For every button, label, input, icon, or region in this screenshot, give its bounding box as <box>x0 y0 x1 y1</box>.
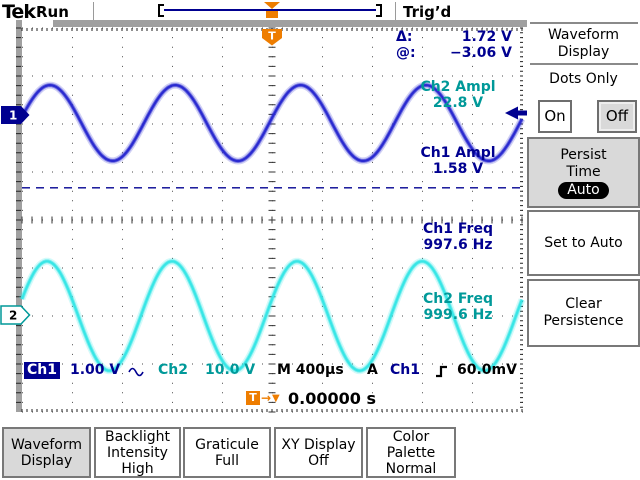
readout-value: 999.6 Hz <box>423 307 493 323</box>
top-separator <box>395 2 396 20</box>
record-bar-line <box>164 9 376 11</box>
ch2-scale: 10.0 V <box>205 362 256 378</box>
ch1-ampl-readout: Ch1 Ampl 1.58 V <box>402 145 514 177</box>
ch2-label: Ch2 <box>158 362 188 378</box>
readout-value: 997.6 Hz <box>423 237 493 253</box>
bottom-menu-waveform-display[interactable]: Waveform Display <box>2 427 91 478</box>
title-line: Waveform <box>547 27 620 43</box>
tek-logo: Tek <box>2 1 36 23</box>
bottom-menu-graticule[interactable]: Graticule Full <box>183 427 271 478</box>
ch2-ground-marker: 2 <box>0 305 31 325</box>
button-line: High <box>121 460 154 477</box>
menu-item-line: Clear <box>565 296 602 312</box>
delta-label: Δ: <box>396 29 413 45</box>
side-menu: Waveform Display Dots Only On Off Persis… <box>527 0 640 480</box>
left-frame-bar <box>16 20 22 412</box>
record-bar-left-bracket <box>158 3 164 17</box>
svg-text:1: 1 <box>9 109 17 123</box>
trigger-time-value: 0.00000 s <box>288 389 376 408</box>
button-line: Intensity <box>107 444 168 461</box>
button-line: Graticule <box>195 436 259 453</box>
button-line: Normal <box>385 460 437 477</box>
ch1-badge: Ch1 <box>24 362 60 379</box>
button-line: Display <box>20 452 73 469</box>
button-line: Waveform <box>10 436 83 453</box>
trigger-time-row: T → ▼ 0.00000 s <box>0 389 530 408</box>
graticule-edge-ticks <box>16 27 523 412</box>
ch1-ground-marker: 1 <box>1 106 30 124</box>
menu-item-line: Time <box>566 163 601 180</box>
dots-only-label: Dots Only <box>549 71 618 87</box>
readout-label: Ch2 Freq <box>423 291 493 307</box>
menu-divider <box>530 22 638 24</box>
dots-only-on-button[interactable]: On <box>538 100 572 133</box>
trigger-level: 60.0mV <box>457 362 517 378</box>
ch1-trace <box>21 83 523 163</box>
top-separator <box>93 2 94 20</box>
acquisition-status: Run <box>36 3 69 21</box>
side-menu-title: Waveform Display <box>527 27 640 61</box>
bottom-menu-xy-display[interactable]: XY Display Off <box>274 427 363 478</box>
button-line: Color <box>392 428 430 445</box>
persist-time-value-badge: Auto <box>558 181 609 199</box>
menu-divider <box>530 63 638 65</box>
title-line: Display <box>557 44 610 60</box>
at-label: @: <box>396 45 416 61</box>
timebase: M 400µs <box>277 362 344 378</box>
trigger-position-icon: T <box>246 391 260 405</box>
set-to-auto-menu-item[interactable]: Set to Auto <box>527 210 640 276</box>
svg-text:T: T <box>268 30 276 43</box>
bottom-menu-color-palette[interactable]: Color Palette Normal <box>366 427 456 478</box>
trigger-arrow-icon: → <box>261 391 272 405</box>
at-value: −3.06 V <box>450 45 512 61</box>
button-line: XY Display <box>281 436 356 453</box>
trigger-pointer-icon: ▼ <box>272 393 280 404</box>
readout-label: Ch2 Ampl <box>420 79 496 95</box>
waveform-traces <box>18 81 526 375</box>
ch1-scale: 1.00 V <box>70 362 121 378</box>
rising-edge-icon <box>436 365 447 378</box>
clear-persistence-menu-item[interactable]: Clear Persistence <box>527 279 640 347</box>
record-view-trigger-icon <box>264 2 280 18</box>
ch2-freq-readout: Ch2 Freq 999.6 Hz <box>402 291 514 323</box>
acquire-mode: A <box>367 362 378 378</box>
dots-only-off-button[interactable]: Off <box>597 100 637 133</box>
readout-value: 22.8 V <box>432 95 484 111</box>
delta-value: 1.72 V <box>461 29 512 45</box>
menu-item-line: Persist <box>560 146 607 163</box>
trigger-status: Trig’d <box>403 3 452 21</box>
svg-text:2: 2 <box>9 309 17 323</box>
button-line: Palette <box>386 444 436 461</box>
bottom-menu-backlight-intensity[interactable]: Backlight Intensity High <box>94 427 181 478</box>
button-line: Off <box>308 452 329 469</box>
cursor-measurements: Δ: 1.72 V @: −3.06 V <box>396 29 512 61</box>
readout-label: Ch1 Freq <box>423 221 493 237</box>
top-frame-bar <box>53 20 527 27</box>
ch2-ampl-readout: Ch2 Ampl 22.8 V <box>402 79 514 111</box>
trigger-level-arrow-icon <box>505 106 527 120</box>
menu-item-line: Set to Auto <box>544 234 623 251</box>
scale-status-bar: Ch1 1.00 V Ch2 10.0 V M 400µs A Ch1 60.0… <box>0 362 530 380</box>
trigger-position-flag-icon: T <box>262 29 282 46</box>
ch1-freq-readout: Ch1 Freq 997.6 Hz <box>402 221 514 253</box>
menu-item-line: Persistence <box>543 313 624 329</box>
button-line: Full <box>215 452 239 469</box>
sine-wave-icon <box>128 367 144 377</box>
persist-time-menu-item[interactable]: Persist Time Auto <box>527 137 640 208</box>
ch2-trace <box>20 260 524 372</box>
readout-value: 1.58 V <box>432 161 484 177</box>
waveform-display-area: T 1 2 <box>0 2 527 413</box>
record-bar-right-bracket <box>376 3 382 17</box>
trigger-source: Ch1 <box>390 362 420 378</box>
record-view-bar <box>158 3 382 17</box>
readout-label: Ch1 Ampl <box>420 145 496 161</box>
button-line: Backlight <box>104 428 171 445</box>
